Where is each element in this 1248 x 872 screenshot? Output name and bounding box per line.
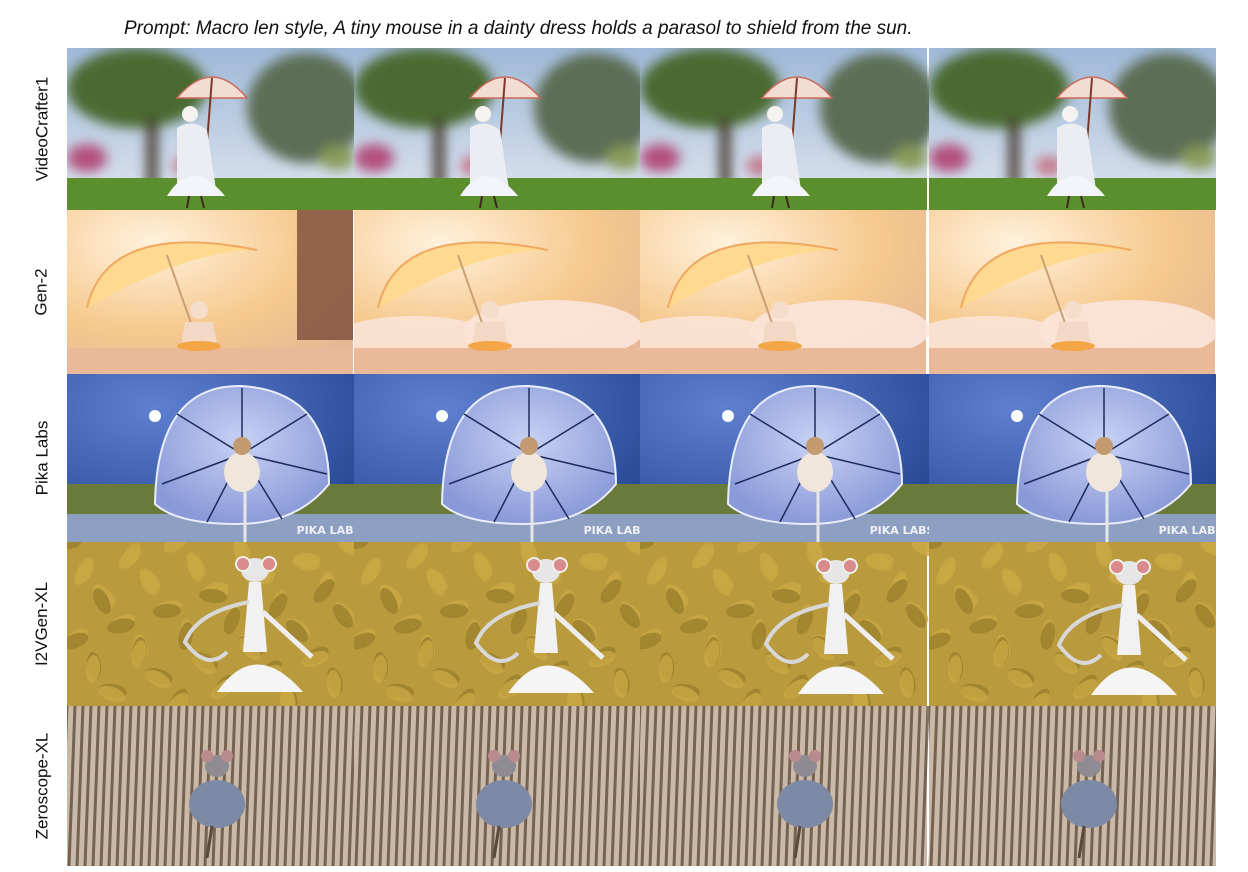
row-label-i2vgen-xl: I2VGen-XL bbox=[26, 542, 58, 706]
frame-r4-c2 bbox=[354, 542, 640, 706]
row-label-text: I2VGen-XL bbox=[32, 581, 52, 667]
frame-r3-c2: PIKA LABS bbox=[354, 374, 640, 542]
frame-image bbox=[67, 210, 353, 374]
frame-image: PIKA LABS bbox=[640, 374, 929, 542]
frame-image bbox=[67, 48, 354, 210]
frame-image bbox=[354, 542, 640, 706]
frame-r2-c1 bbox=[67, 210, 354, 374]
frame-r5-c4 bbox=[929, 706, 1216, 866]
frame-r2-c3 bbox=[640, 210, 929, 374]
frame-image bbox=[640, 706, 929, 866]
frame-r5-c2 bbox=[354, 706, 640, 866]
row-label-zeroscope-xl: Zeroscope-XL bbox=[26, 706, 58, 866]
frame-image bbox=[67, 706, 354, 866]
frame-image bbox=[640, 48, 929, 210]
frame-image: PIKA LABS bbox=[929, 374, 1216, 542]
figure-prompt-caption: Prompt: Macro len style, A tiny mouse in… bbox=[124, 18, 913, 39]
frame-r1-c4 bbox=[929, 48, 1216, 210]
frame-image: PIKA LABS bbox=[354, 374, 640, 542]
pika-watermark: PIKA LABS bbox=[297, 524, 354, 537]
frame-r3-c4: PIKA LABS bbox=[929, 374, 1216, 542]
frame-r5-c3 bbox=[640, 706, 929, 866]
frame-r5-c1 bbox=[67, 706, 354, 866]
row-label-text: Pika Labs bbox=[32, 420, 52, 496]
frame-r1-c3 bbox=[640, 48, 929, 210]
frame-image bbox=[929, 210, 1216, 374]
frame-r1-c2 bbox=[354, 48, 640, 210]
frame-r1-c1 bbox=[67, 48, 354, 210]
frame-image: PIKA LABS bbox=[67, 374, 354, 542]
frame-r3-c3: PIKA LABS bbox=[640, 374, 929, 542]
frame-r3-c1: PIKA LABS bbox=[67, 374, 354, 542]
frame-image bbox=[354, 706, 640, 866]
pika-watermark: PIKA LABS bbox=[584, 524, 640, 537]
frame-image bbox=[640, 210, 929, 374]
frame-image bbox=[354, 210, 640, 374]
frame-r4-c4 bbox=[929, 542, 1216, 706]
pika-watermark: PIKA LABS bbox=[870, 524, 929, 537]
frame-image bbox=[929, 48, 1216, 210]
frame-image bbox=[67, 542, 354, 706]
frame-image bbox=[929, 706, 1216, 866]
frame-r2-c4 bbox=[929, 210, 1216, 374]
row-label-text: Zeroscope-XL bbox=[32, 732, 51, 840]
row-label-text: VideoCrafter1 bbox=[32, 76, 51, 182]
frame-image bbox=[354, 48, 640, 210]
frame-r4-c1 bbox=[67, 542, 354, 706]
frame-r4-c3 bbox=[640, 542, 929, 706]
pika-watermark: PIKA LABS bbox=[1159, 524, 1216, 537]
frame-image bbox=[640, 542, 929, 706]
row-label-pika-labs: Pika Labs bbox=[26, 374, 58, 542]
row-label-gen2: Gen-2 bbox=[26, 210, 58, 374]
frame-r2-c2 bbox=[354, 210, 640, 374]
row-label-videocrafter1: VideoCrafter1 bbox=[26, 48, 58, 210]
frame-image bbox=[929, 542, 1216, 706]
row-label-text: Gen-2 bbox=[32, 268, 51, 316]
